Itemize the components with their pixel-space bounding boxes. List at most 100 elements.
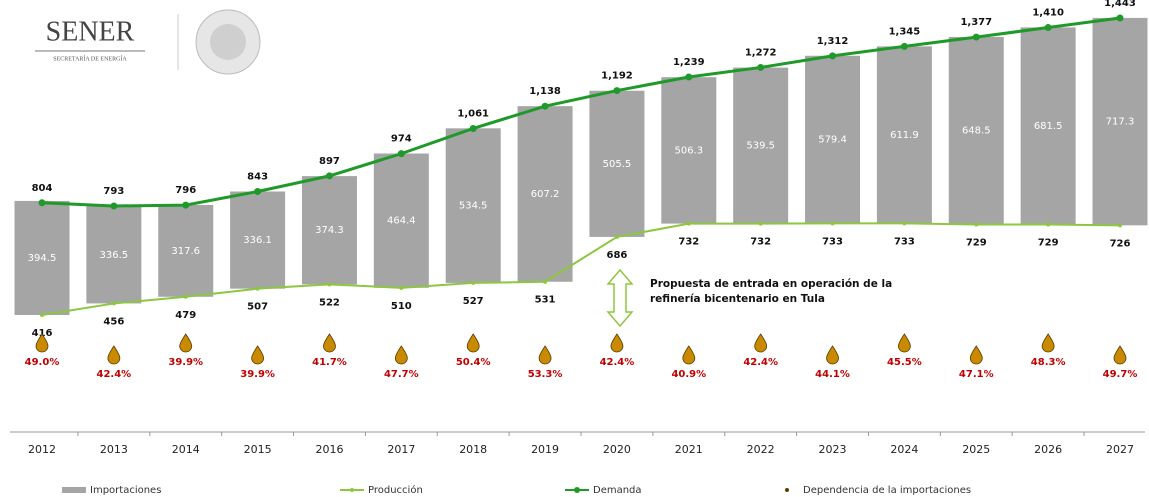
bar-label: 505.5 bbox=[603, 159, 632, 170]
production-label: 732 bbox=[678, 237, 699, 248]
demand-label: 1,272 bbox=[745, 47, 777, 58]
point bbox=[183, 294, 188, 299]
bar-label: 539.5 bbox=[746, 141, 775, 152]
point bbox=[613, 87, 621, 95]
demand-label: 1,312 bbox=[817, 36, 849, 47]
import-bar bbox=[230, 191, 286, 289]
import-bar bbox=[733, 67, 789, 224]
import-bar bbox=[876, 46, 932, 224]
point bbox=[685, 73, 693, 81]
point bbox=[38, 199, 46, 207]
dependency-label: 39.9% bbox=[240, 369, 275, 380]
line-1 bbox=[41, 222, 1121, 316]
bar-label: 506.3 bbox=[674, 145, 703, 156]
bar-label: 394.5 bbox=[28, 253, 57, 264]
import-bar bbox=[517, 106, 573, 282]
oil-drop bbox=[35, 333, 49, 353]
dependency-label: 48.3% bbox=[1031, 357, 1066, 368]
dependency-label: 42.4% bbox=[97, 369, 132, 380]
import-bar bbox=[661, 77, 717, 224]
point bbox=[254, 188, 262, 196]
point bbox=[972, 33, 980, 41]
dependency-label: 53.3% bbox=[528, 369, 563, 380]
demand-label: 897 bbox=[319, 156, 340, 167]
bar-label: 317.6 bbox=[171, 246, 200, 257]
x-tick-label: 2015 bbox=[244, 443, 272, 456]
legend-label: Dependencia de la importaciones bbox=[803, 485, 971, 496]
point bbox=[541, 102, 549, 110]
annotation: refinería bicentenario en Tula bbox=[650, 293, 825, 305]
legend-label: Demanda bbox=[593, 485, 642, 496]
x-tick-label: 2019 bbox=[531, 443, 559, 456]
line-2 bbox=[41, 16, 1121, 208]
import-bar bbox=[1092, 17, 1148, 226]
production-label: 729 bbox=[1038, 237, 1059, 248]
import-bar bbox=[14, 200, 70, 315]
demand-label: 804 bbox=[32, 183, 53, 194]
import-bar bbox=[445, 128, 501, 283]
demand-label: 1,239 bbox=[673, 57, 705, 68]
oil-drop bbox=[969, 345, 983, 365]
demand-label: 1,377 bbox=[960, 17, 992, 28]
oil-drop bbox=[323, 333, 336, 353]
x-tick-label: 2014 bbox=[172, 443, 200, 456]
production-label: 507 bbox=[247, 302, 268, 313]
x-tick-label: 2022 bbox=[747, 443, 775, 456]
bar-label: 579.4 bbox=[818, 135, 847, 146]
demand-label: 793 bbox=[103, 186, 124, 197]
dependency-label: 47.1% bbox=[959, 369, 994, 380]
legend-label: Importaciones bbox=[90, 485, 161, 496]
oil-drop bbox=[682, 345, 696, 365]
oil-drop bbox=[394, 345, 408, 365]
point bbox=[399, 285, 404, 290]
bar-label: 607.2 bbox=[531, 189, 560, 200]
legend-label: Producción bbox=[368, 484, 423, 496]
dependency-label: 44.1% bbox=[815, 369, 850, 380]
demand-label: 1,410 bbox=[1032, 8, 1064, 19]
oil-drop bbox=[1113, 345, 1127, 365]
bar-label: 681.5 bbox=[1034, 121, 1063, 132]
point bbox=[974, 222, 979, 227]
x-tick-label: 2021 bbox=[675, 443, 703, 456]
x-tick-label: 2027 bbox=[1106, 443, 1134, 456]
legend-swatch bbox=[785, 488, 789, 492]
annotation-arrow bbox=[606, 268, 634, 328]
oil-drop bbox=[826, 345, 839, 365]
point bbox=[327, 282, 332, 287]
x-tick-label: 2012 bbox=[28, 443, 56, 456]
oil-drop bbox=[538, 345, 552, 365]
production-label: 479 bbox=[175, 310, 196, 321]
oil-drop bbox=[179, 333, 193, 353]
bar-label: 648.5 bbox=[962, 126, 991, 137]
bar-label: 336.1 bbox=[243, 235, 272, 246]
production-label: 733 bbox=[894, 236, 915, 247]
dependency-label: 45.5% bbox=[887, 357, 922, 368]
production-label: 510 bbox=[391, 301, 412, 312]
seal-inner bbox=[210, 24, 246, 60]
dependency-label: 47.7% bbox=[384, 369, 419, 380]
oil-drop bbox=[754, 333, 768, 353]
production-label: 726 bbox=[1110, 238, 1131, 249]
point bbox=[757, 63, 765, 71]
oil-drop bbox=[107, 345, 121, 365]
point bbox=[900, 42, 908, 50]
import-bar bbox=[301, 176, 357, 285]
bar-label: 464.4 bbox=[387, 216, 416, 227]
point bbox=[110, 202, 118, 210]
demand-label: 974 bbox=[391, 134, 412, 145]
x-tick-label: 2013 bbox=[100, 443, 128, 456]
point bbox=[1116, 14, 1124, 22]
dependency-label: 42.4% bbox=[600, 357, 635, 368]
bar-label: 534.5 bbox=[459, 201, 488, 212]
x-tick-label: 2020 bbox=[603, 443, 631, 456]
production-label: 729 bbox=[966, 237, 987, 248]
production-label: 522 bbox=[319, 297, 340, 308]
oil-drop bbox=[897, 333, 911, 353]
demand-label: 1,345 bbox=[889, 26, 921, 37]
point bbox=[40, 313, 44, 317]
production-label: 686 bbox=[606, 250, 627, 261]
demand-label: 1,192 bbox=[601, 71, 633, 82]
point bbox=[397, 150, 405, 158]
x-tick-label: 2023 bbox=[819, 443, 847, 456]
dependency-label: 49.0% bbox=[25, 357, 60, 368]
